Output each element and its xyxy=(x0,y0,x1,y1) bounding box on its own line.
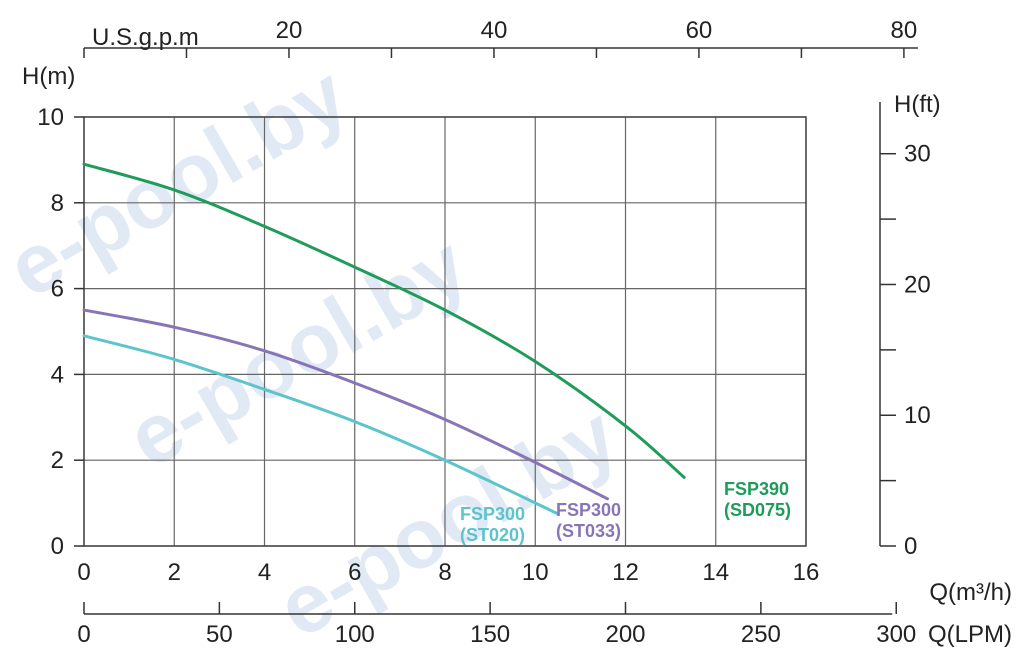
top-tick-label: 20 xyxy=(276,17,303,44)
series-label-3: (SD075) xyxy=(724,500,791,520)
right-tick-label: 10 xyxy=(904,402,931,429)
right-tick-label: 0 xyxy=(904,533,917,560)
x-tick-label: 12 xyxy=(612,559,639,586)
x-tick-label: 2 xyxy=(168,559,181,586)
y-tick-label: 10 xyxy=(37,104,64,131)
y-tick-label: 0 xyxy=(51,533,64,560)
x-axis-label: Q(m³/h) xyxy=(929,579,1012,606)
right-tick-label: 30 xyxy=(904,141,931,168)
top-tick-label: 40 xyxy=(481,17,508,44)
lpm-tick-label: 300 xyxy=(876,621,916,648)
lpm-tick-label: 100 xyxy=(335,621,375,648)
x-tick-label: 6 xyxy=(348,559,361,586)
top-tick-label: 60 xyxy=(686,17,713,44)
watermark-text: e-pool.by xyxy=(112,217,483,485)
lpm-tick-label: 150 xyxy=(470,621,510,648)
x-tick-label: 10 xyxy=(522,559,549,586)
top-axis-label: U.S.g.p.m xyxy=(92,24,199,51)
y-axis-label: H(m) xyxy=(22,63,75,90)
x-tick-label: 4 xyxy=(258,559,271,586)
lpm-axis-label: Q(LPM) xyxy=(928,621,1012,648)
series-label-1: (ST020) xyxy=(460,525,525,545)
series-line-3 xyxy=(82,162,686,479)
series-label-3: FSP390 xyxy=(724,479,789,499)
series-label-1: FSP300 xyxy=(460,504,525,524)
lpm-tick-label: 0 xyxy=(77,621,90,648)
lpm-tick-label: 50 xyxy=(206,621,233,648)
right-axis-label: H(ft) xyxy=(894,91,941,118)
x-tick-label: 16 xyxy=(793,559,820,586)
y-tick-label: 6 xyxy=(51,276,64,303)
x-tick-label: 0 xyxy=(77,559,90,586)
y-tick-label: 4 xyxy=(51,361,64,388)
y-tick-label: 2 xyxy=(51,447,64,474)
series-line-2 xyxy=(82,308,609,501)
lpm-tick-label: 200 xyxy=(605,621,645,648)
plot-frame xyxy=(83,116,807,547)
y-tick-label: 8 xyxy=(51,190,64,217)
lpm-tick-label: 250 xyxy=(741,621,781,648)
top-tick-label: 80 xyxy=(891,17,918,44)
series-label-2: FSP300 xyxy=(556,500,621,520)
series-line-1 xyxy=(82,334,560,516)
right-tick-label: 20 xyxy=(904,271,931,298)
x-tick-label: 14 xyxy=(702,559,729,586)
series-label-2: (ST033) xyxy=(556,521,621,541)
x-tick-label: 8 xyxy=(438,559,451,586)
